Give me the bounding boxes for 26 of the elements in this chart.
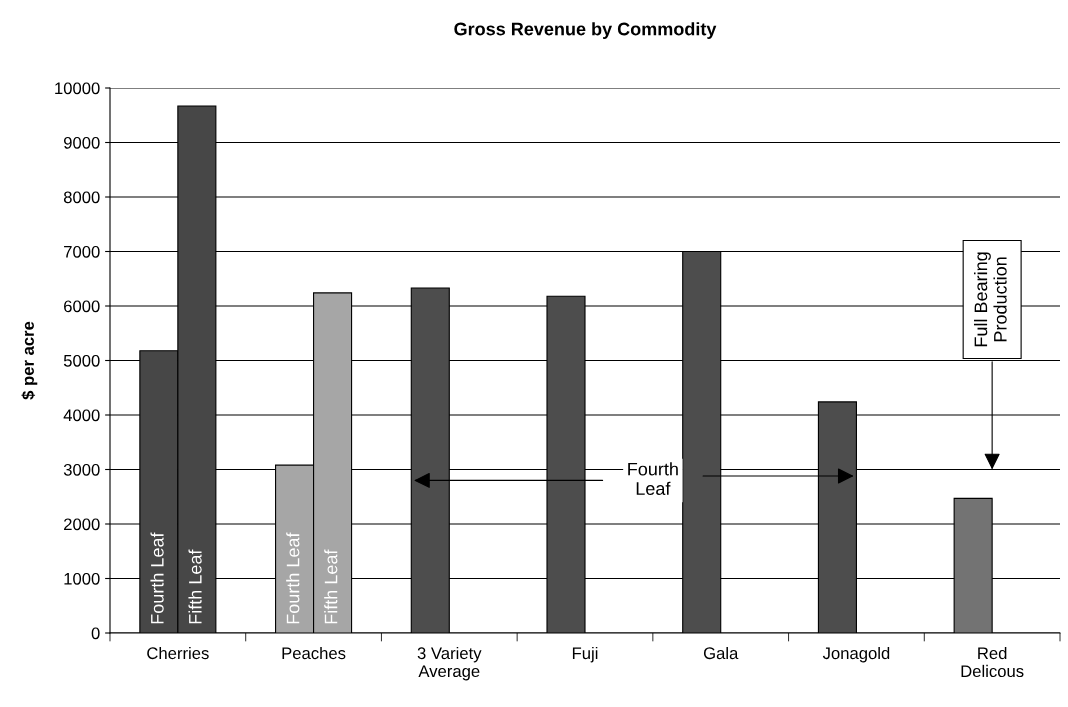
y-tick-label: 6000 — [64, 300, 100, 313]
y-tick-label: 4000 — [63, 409, 100, 422]
annotation: Fourth Leaf — [628, 462, 678, 495]
y-tick-label: 10000 — [55, 82, 100, 95]
x-tick-label: Jonagold — [822, 646, 890, 663]
annotation: Fifth Leaf — [324, 549, 338, 624]
y-tick-label: 1000 — [64, 572, 100, 585]
annotation: Full Bearing Production — [974, 252, 1007, 347]
y-tick-label: 5000 — [63, 354, 100, 367]
y-tick-label: 0 — [91, 627, 100, 640]
x-tick-label: Gala — [703, 646, 739, 660]
annotation: Fourth Leaf — [286, 532, 300, 624]
y-tick-label: 9000 — [63, 136, 100, 149]
y-tick-label: 3000 — [63, 463, 100, 476]
chart-title: Gross Revenue by Commodity — [454, 22, 717, 39]
y-axis-title: $ per acre — [21, 321, 38, 400]
y-tick-label: 7000 — [64, 245, 100, 258]
x-tick-label: Fuji — [572, 646, 598, 663]
y-tick-label: 2000 — [64, 518, 100, 531]
x-tick-label: 3 Variety Average — [417, 646, 482, 681]
x-tick-label: Peaches — [282, 646, 346, 660]
y-tick-label: 8000 — [63, 191, 100, 204]
annotation: Fifth Leaf — [188, 549, 202, 624]
x-tick-label: Cherries — [147, 646, 209, 660]
annotation: Fourth Leaf — [150, 532, 164, 624]
x-tick-label: Red Delicous — [961, 646, 1024, 678]
